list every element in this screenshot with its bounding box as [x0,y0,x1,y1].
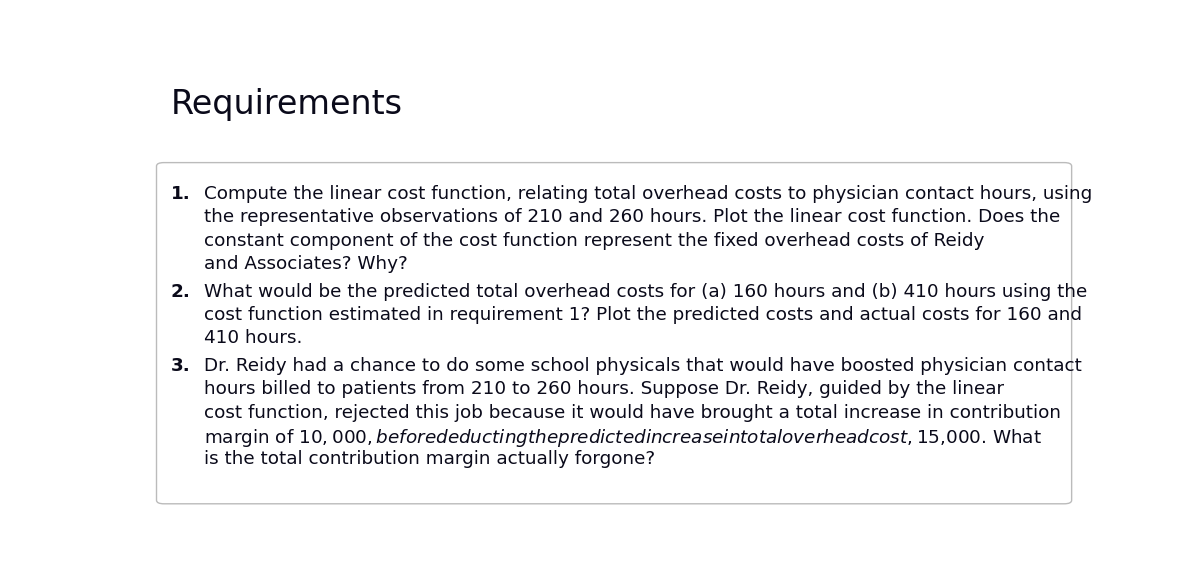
Text: Dr. Reidy had a chance to do some school physicals that would have boosted physi: Dr. Reidy had a chance to do some school… [204,357,1082,375]
FancyBboxPatch shape [156,163,1072,504]
Text: Compute the linear cost function, relating total overhead costs to physician con: Compute the linear cost function, relati… [204,185,1092,203]
Text: What would be the predicted total overhead costs for (a) 160 hours and (b) 410 h: What would be the predicted total overhe… [204,283,1087,301]
Text: constant component of the cost function represent the fixed overhead costs of Re: constant component of the cost function … [204,232,984,250]
Text: 3.: 3. [170,357,191,375]
Text: margin of $10,000, before deducting the predicted increase in total overhead cos: margin of $10,000, before deducting the … [204,427,1042,449]
Text: 410 hours.: 410 hours. [204,329,302,347]
Text: Requirements: Requirements [170,89,402,121]
Text: the representative observations of 210 and 260 hours. Plot the linear cost funct: the representative observations of 210 a… [204,208,1060,226]
Text: 1.: 1. [170,185,191,203]
Text: cost function estimated in requirement 1? Plot the predicted costs and actual co: cost function estimated in requirement 1… [204,306,1082,324]
Text: is the total contribution margin actually forgone?: is the total contribution margin actuall… [204,450,655,468]
Text: hours billed to patients from 210 to 260 hours. Suppose Dr. Reidy, guided by the: hours billed to patients from 210 to 260… [204,380,1004,398]
Text: and Associates? Why?: and Associates? Why? [204,255,408,273]
Text: 2.: 2. [170,283,191,301]
Text: cost function, rejected this job because it would have brought a total increase : cost function, rejected this job because… [204,404,1061,421]
